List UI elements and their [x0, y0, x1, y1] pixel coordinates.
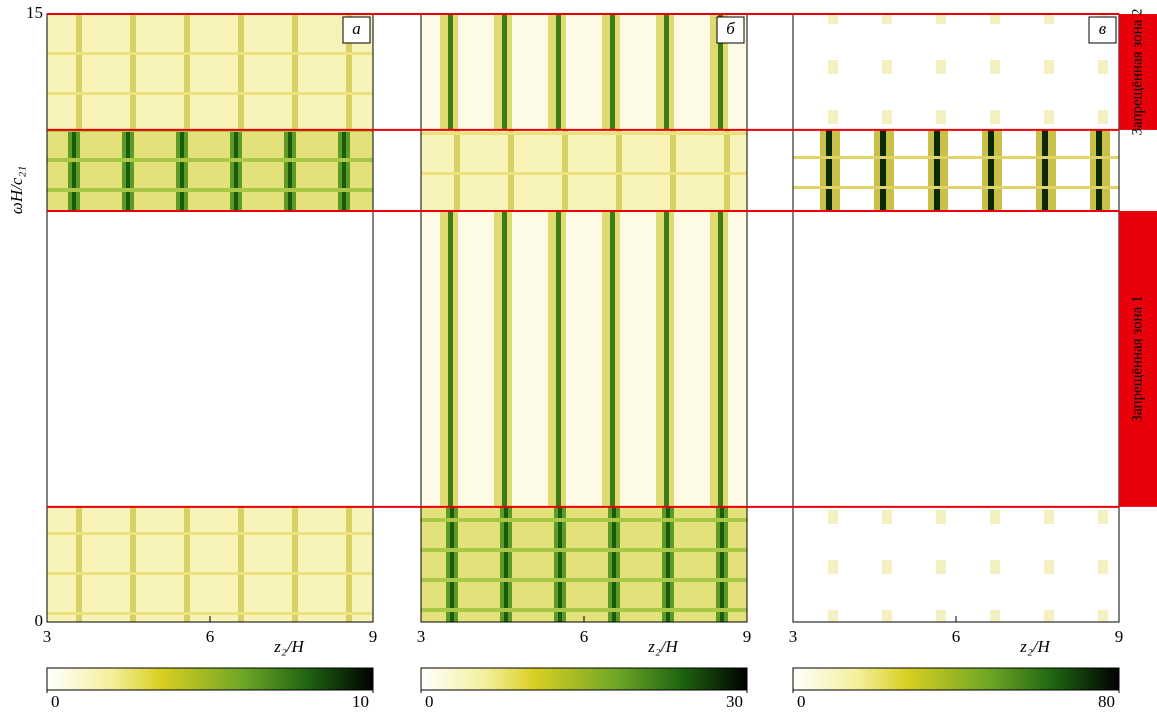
colorbar-tick-label: 0	[425, 692, 434, 711]
heatmap-field	[47, 506, 373, 622]
heatmap-field	[793, 506, 1119, 622]
x-tick-label: 9	[1115, 627, 1124, 646]
panel-label: в	[1099, 19, 1107, 38]
x-tick-label: 3	[43, 627, 52, 646]
colorbar	[792, 667, 1120, 691]
x-tick-label: 6	[580, 627, 589, 646]
colorbar-tick-label: 0	[51, 692, 60, 711]
x-tick-label: 6	[206, 627, 215, 646]
x-axis-label: z₂/H	[273, 637, 305, 656]
panel-label-box	[342, 16, 371, 44]
forbidden-zone	[1119, 14, 1157, 130]
zone-label: Запрещённая зона 1	[1129, 295, 1145, 422]
x-tick-label: 3	[417, 627, 426, 646]
x-tick-label: 9	[743, 627, 752, 646]
heatmap-field	[421, 210, 747, 507]
x-tick-label: 6	[952, 627, 961, 646]
heatmap-field	[793, 14, 1119, 130]
colorbar-tick-label: 10	[352, 692, 369, 711]
heatmap-field	[793, 129, 1119, 211]
zone-label: Запрещённая зона 2	[1129, 8, 1145, 135]
heatmap-field	[793, 210, 1119, 507]
heatmap-field	[47, 129, 373, 211]
panel-label: а	[352, 19, 361, 38]
forbidden-zone	[1119, 210, 1157, 507]
x-axis-label: z₂/H	[1019, 637, 1051, 656]
colorbar-tick-label: 80	[1098, 692, 1115, 711]
y-tick-label: 0	[35, 611, 44, 630]
x-tick-label: 3	[789, 627, 798, 646]
colorbar	[46, 667, 374, 691]
colorbar-tick-label: 0	[797, 692, 806, 711]
heatmap-field	[47, 14, 373, 130]
heatmap-field	[421, 129, 747, 211]
panel-label-box	[1088, 16, 1117, 44]
panel-label-box	[716, 16, 745, 44]
x-tick-label: 9	[369, 627, 378, 646]
x-axis-label: z₂/H	[647, 637, 679, 656]
colorbar	[420, 667, 748, 691]
y-axis-label: ωH/c₂₁	[7, 166, 26, 214]
heatmap-field	[47, 210, 373, 507]
heatmap-field	[421, 506, 747, 622]
panel-label: б	[726, 19, 735, 38]
heatmap-field	[421, 14, 747, 130]
y-tick-label: 15	[26, 3, 43, 22]
colorbar-tick-label: 30	[726, 692, 743, 711]
